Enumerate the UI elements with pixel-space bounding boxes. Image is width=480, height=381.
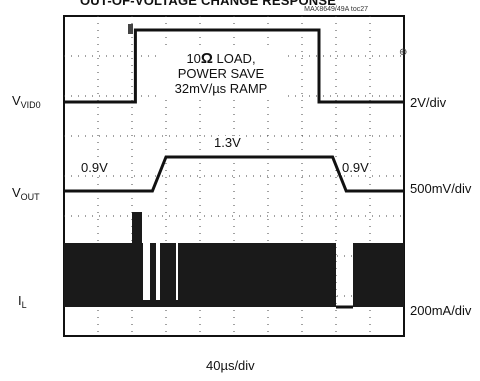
il-burst-detail: [176, 240, 178, 300]
channel-label-vout: VOUT: [12, 185, 40, 203]
il-switching-band: [353, 243, 404, 307]
ramp-text: 32mV/µs RAMP: [174, 81, 268, 96]
vout-high-level: 1.3V: [212, 135, 243, 150]
vvid0-trace: [64, 28, 404, 104]
il-burst-detail: [132, 212, 142, 306]
scale-vvid0: 2V/div: [410, 95, 447, 110]
test-condition-annotation: 10Ω LOAD, POWER SAVE 32mV/µs RAMP: [160, 50, 282, 97]
il-burst-detail: [143, 228, 150, 300]
scale-il: 200mA/div: [410, 303, 472, 318]
il-switching-band: [64, 243, 336, 307]
scale-vout: 500mV/div: [410, 181, 472, 196]
channel-label-vvid0: VVID0: [12, 93, 41, 111]
inductor-current-trace: [64, 212, 404, 309]
vout-low-level-left: 0.9V: [80, 160, 109, 175]
il-burst-detail: [156, 232, 160, 300]
timebase-label: 40µs/div: [206, 358, 255, 373]
load-value: 10: [186, 51, 201, 66]
channel-label-il: IL: [18, 293, 27, 311]
vout-low-level-right: 0.9V: [341, 160, 370, 175]
ohm-symbol: Ω: [200, 50, 213, 67]
figure-reference: MAX8649/49A toc27: [304, 6, 368, 13]
load-text: LOAD,: [212, 51, 256, 66]
mode-text: POWER SAVE: [177, 66, 265, 81]
ch-marker-icon: ⊕: [399, 47, 407, 58]
trigger-marker: [128, 24, 133, 34]
chart-title: OUT-OF-VOLTAGE CHANGE RESPONSE: [80, 0, 337, 8]
vout-trace: [64, 155, 404, 193]
